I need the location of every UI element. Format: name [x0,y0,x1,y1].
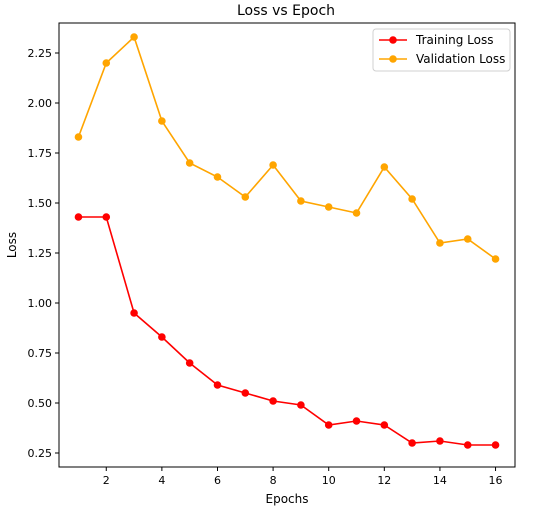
chart-title: Loss vs Epoch [237,3,335,19]
training-loss-point [269,397,277,405]
x-tick-label: 14 [433,474,447,487]
validation-loss-point [492,255,500,263]
validation-loss-point [464,235,472,243]
validation-loss-point [186,159,194,167]
legend-validation-loss-marker [389,55,397,63]
x-tick-label: 12 [377,474,391,487]
validation-loss-point [214,173,222,181]
validation-loss-point [408,195,416,203]
y-tick-label: 2.25 [28,47,53,60]
y-axis-label: Loss [5,232,19,258]
x-axis-label: Epochs [266,492,309,506]
training-loss-point [381,421,389,429]
x-tick-label: 10 [322,474,336,487]
y-tick-label: 0.50 [28,397,53,410]
x-tick-label: 16 [489,474,503,487]
training-loss-point [130,309,138,317]
training-loss-point [214,381,222,389]
y-tick-label: 0.25 [28,447,53,460]
validation-loss-point [381,163,389,171]
legend-training-loss-marker [389,36,397,44]
validation-loss-point [325,203,333,211]
validation-loss-point [75,133,83,141]
training-loss-point [325,421,333,429]
training-loss-point [158,333,166,341]
validation-loss-point [436,239,444,247]
training-loss-point [297,401,305,409]
training-loss-point [408,439,416,447]
x-tick-label: 4 [158,474,165,487]
legend-validation-loss-label: Validation Loss [416,52,505,66]
y-tick-label: 1.50 [28,197,53,210]
training-loss-point [464,441,472,449]
y-tick-label: 0.75 [28,347,53,360]
validation-loss-point [353,209,361,217]
y-tick-label: 1.00 [28,297,53,310]
validation-loss-point [241,193,249,201]
x-tick-label: 8 [270,474,277,487]
validation-loss-point [269,161,277,169]
validation-loss-point [297,197,305,205]
training-loss-point [75,213,83,221]
training-loss-point [186,359,194,367]
validation-loss-point [130,33,138,41]
training-loss-point [102,213,110,221]
training-loss-point [353,417,361,425]
validation-loss-point [158,117,166,125]
legend: Training Loss Validation Loss [373,29,510,71]
y-tick-label: 2.00 [28,97,53,110]
legend-training-loss-label: Training Loss [415,33,493,47]
x-tick-label: 6 [214,474,221,487]
validation-loss-point [102,59,110,67]
y-tick-label: 1.25 [28,247,53,260]
x-tick-label: 2 [103,474,110,487]
training-loss-point [436,437,444,445]
training-loss-point [241,389,249,397]
training-loss-point [492,441,500,449]
y-tick-label: 1.75 [28,147,53,160]
